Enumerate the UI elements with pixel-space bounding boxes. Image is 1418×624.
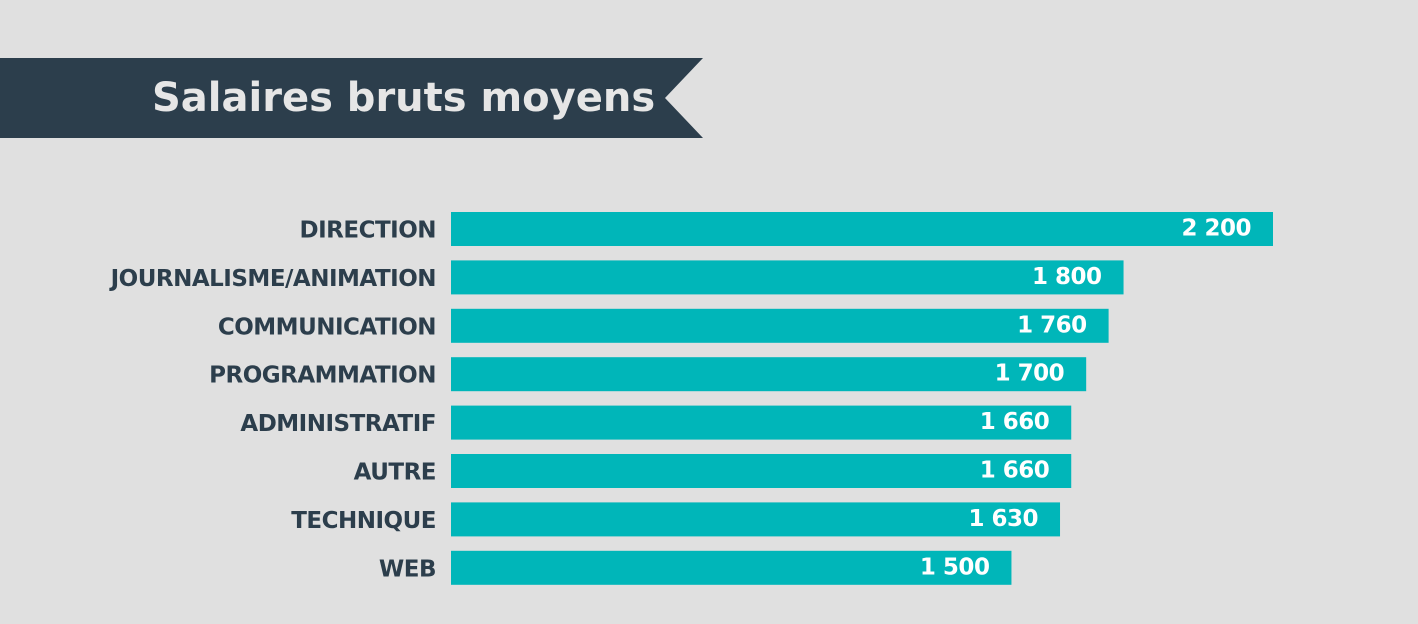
value-label: 1 760: [1017, 312, 1087, 338]
category-label: DIRECTION: [300, 218, 437, 244]
value-label: 1 700: [995, 361, 1065, 387]
category-label: TECHNIQUE: [291, 508, 436, 534]
category-label: PROGRAMMATION: [209, 363, 436, 389]
value-label: 1 500: [920, 554, 990, 580]
value-label: 1 800: [1032, 264, 1102, 290]
bar: [451, 357, 1087, 392]
bar: [451, 550, 1012, 585]
bar: [451, 454, 1072, 488]
category-label: WEB: [379, 556, 436, 582]
category-label: JOURNALISME/ANIMATION: [109, 266, 436, 292]
title-banner: [0, 58, 703, 138]
bar: [451, 502, 1061, 537]
bar: [451, 260, 1124, 295]
bar: [451, 212, 1273, 246]
value-label: 1 630: [968, 506, 1038, 532]
bar: [451, 405, 1072, 440]
category-label: AUTRE: [354, 460, 436, 486]
chart-title: Salaires bruts moyens: [152, 75, 655, 121]
bar: [451, 308, 1109, 343]
value-label: 2 200: [1181, 216, 1251, 242]
category-label: COMMUNICATION: [218, 314, 436, 340]
value-label: 1 660: [980, 458, 1050, 484]
value-label: 1 660: [980, 409, 1050, 435]
category-label: ADMINISTRATIF: [240, 411, 436, 437]
